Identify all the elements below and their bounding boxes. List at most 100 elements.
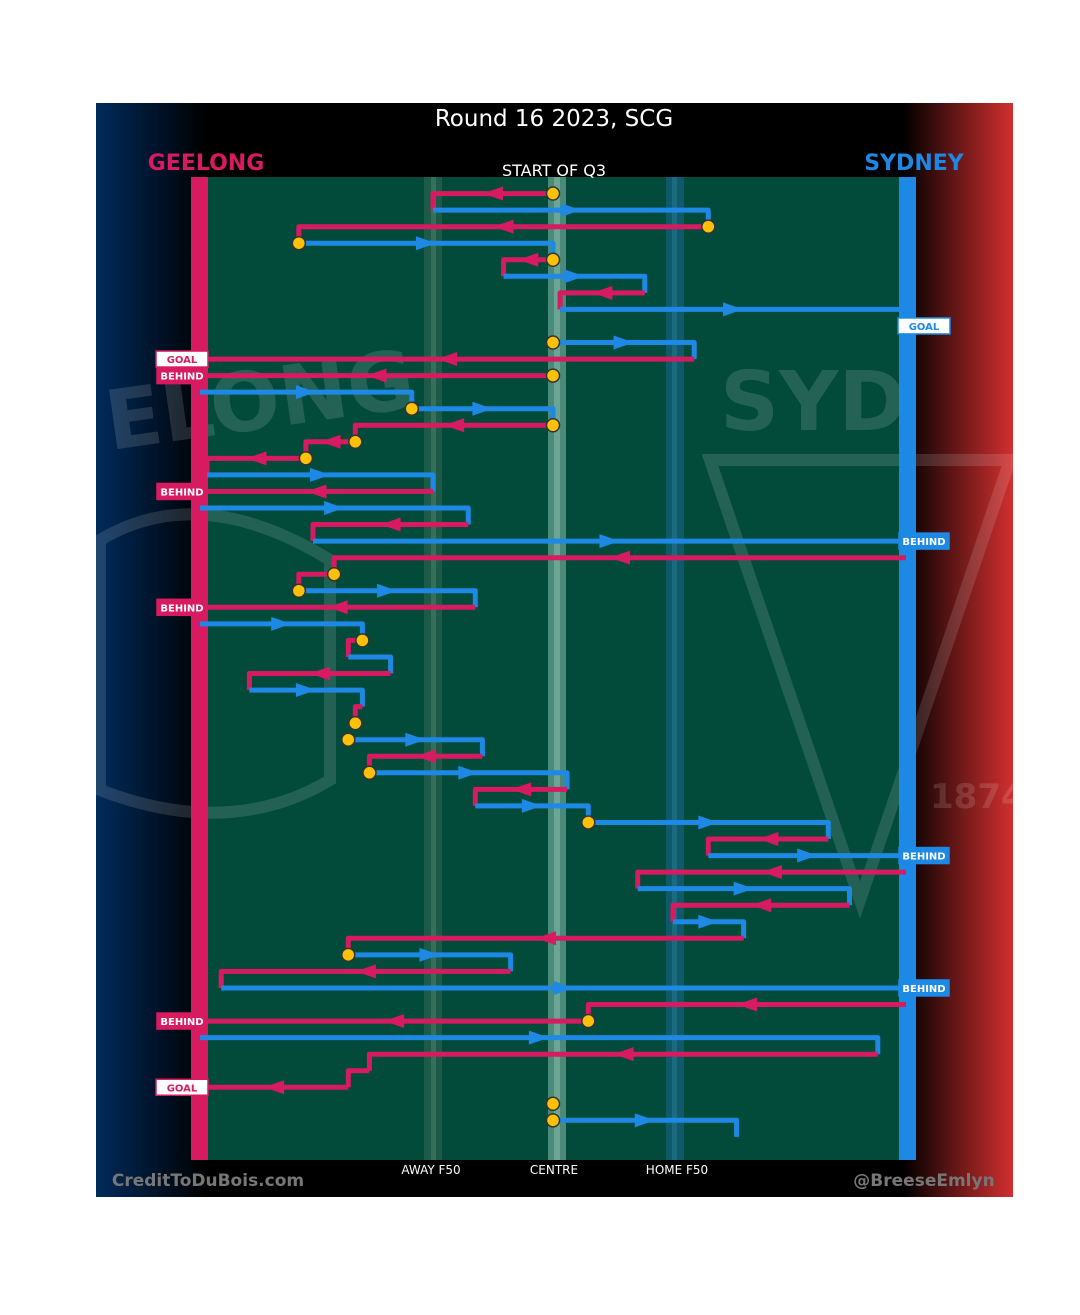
score-label-behind-5: BEHIND — [898, 532, 950, 550]
chain-arrow-10 — [437, 352, 458, 367]
stoppage-marker-1 — [545, 186, 561, 201]
chain-sydney-6 — [503, 273, 648, 293]
quarter-label: START OF Q3 — [502, 161, 606, 180]
chain-arrow-44 — [535, 931, 556, 946]
stoppage-marker-9 — [545, 418, 561, 433]
chain-sydney-43 — [673, 919, 747, 939]
stoppage-marker-12 — [326, 566, 342, 582]
stoppage-marker-19 — [341, 947, 356, 963]
chain-arrow-34 — [458, 765, 479, 780]
chain-arrow-29 — [310, 666, 331, 681]
score-label-text: GOAL — [167, 355, 198, 366]
stoppage-marker-15 — [348, 715, 363, 731]
chain-geelong-16 — [204, 455, 306, 475]
stoppage-marker-8 — [404, 401, 420, 416]
score-label-text: BEHIND — [902, 984, 945, 995]
stoppage-marker-21 — [545, 1096, 561, 1112]
chain-arrow-42 — [751, 898, 772, 913]
chain-arrow-38 — [758, 832, 779, 846]
chain-arrow-39 — [797, 848, 818, 863]
sydney-watermark: SYD — [720, 355, 907, 450]
chain-geelong-1 — [430, 191, 553, 211]
score-label-text: GOAL — [167, 1083, 198, 1094]
chain-arrow-41 — [733, 881, 754, 896]
sydney-year-watermark: 1874 — [930, 777, 1025, 817]
chain-geelong-20 — [310, 522, 469, 542]
chain-sydney-37 — [588, 820, 831, 839]
possession-chains — [200, 186, 906, 1137]
chain-arrow-40 — [761, 865, 782, 880]
chain-arrow-18 — [306, 484, 327, 499]
axis-label-centre: CENTRE — [530, 1163, 578, 1177]
chain-arrow-9 — [613, 335, 634, 350]
stoppage-marker-3 — [291, 235, 307, 251]
chain-geelong-46 — [218, 968, 511, 988]
score-label-goal-2: GOAL — [155, 350, 209, 368]
chain-arrow-13 — [472, 401, 493, 416]
chain-arrow-2 — [560, 203, 581, 218]
chain-geelong-29 — [246, 671, 391, 691]
stoppage-marker-20 — [581, 1013, 596, 1029]
chain-arrow-20 — [380, 517, 401, 532]
sydney-goal-line — [899, 177, 916, 1160]
chain-arrow-11 — [366, 368, 387, 383]
stoppage-marker-6 — [545, 335, 561, 350]
away-f50-line — [431, 177, 436, 1160]
stoppage-marker-16 — [341, 732, 356, 747]
chain-geelong-51 — [366, 1051, 878, 1071]
stoppage-marker-18 — [581, 815, 596, 830]
chain-arrow-8 — [723, 302, 744, 317]
chain-arrow-26 — [271, 616, 292, 631]
chain-sydney-45 — [348, 952, 514, 972]
chain-arrow-45 — [419, 947, 440, 962]
chain-arrow-47 — [553, 980, 574, 995]
chain-geelong-35 — [472, 786, 568, 806]
score-label-text: BEHIND — [160, 603, 203, 614]
stoppage-marker-22 — [545, 1113, 561, 1128]
stoppage-marker-14 — [355, 633, 370, 648]
chain-arrow-53 — [264, 1080, 285, 1095]
chain-arrow-4 — [415, 236, 436, 251]
chain-geelong-42 — [670, 902, 850, 922]
stoppage-marker-13 — [291, 583, 307, 598]
chain-sydney-30 — [249, 687, 365, 707]
chain-arrow-36 — [521, 798, 542, 813]
chart-title: Round 16 2023, SCG — [435, 106, 673, 132]
score-label-goal-10: GOAL — [155, 1078, 209, 1096]
sydney-emblem-shape — [701, 454, 1019, 919]
chain-arrow-43 — [698, 914, 719, 929]
stoppage-marker-10 — [348, 434, 363, 450]
geelong-goal-line — [191, 177, 208, 1160]
score-label-text: BEHIND — [902, 852, 945, 863]
chain-arrow-19 — [324, 501, 345, 515]
chain-arrow-37 — [698, 815, 719, 830]
chain-arrow-16 — [246, 451, 267, 466]
chain-arrow-21 — [599, 534, 620, 549]
chain-sydney-32 — [348, 737, 485, 757]
chain-arrow-32 — [405, 732, 426, 747]
axis-label-away-f50: AWAY F50 — [401, 1163, 460, 1177]
chain-geelong-38 — [705, 836, 829, 856]
chain-arrow-46 — [355, 964, 376, 979]
chain-arrow-12 — [295, 385, 316, 400]
score-label-behind-8: BEHIND — [898, 979, 950, 997]
score-label-goal-1: GOAL — [897, 317, 951, 335]
chain-arrow-6 — [564, 269, 585, 284]
team-geelong-label: GEELONG — [148, 151, 265, 176]
score-label-behind-9: BEHIND — [156, 1012, 208, 1030]
centre-line — [554, 177, 560, 1160]
chain-geelong-7 — [557, 290, 645, 310]
score-label-behind-3: BEHIND — [156, 366, 208, 385]
chain-sydney-28 — [348, 654, 394, 674]
chain-arrow-24 — [377, 583, 398, 598]
watermarks: ELONG SYD 1874 — [94, 332, 1025, 919]
chain-arrow-25 — [327, 600, 348, 615]
home-f50-line — [672, 177, 677, 1160]
chain-arrow-51 — [613, 1047, 634, 1062]
chain-geelong-52 — [345, 1068, 370, 1088]
credit-left: CreditToDuBois.com — [112, 1171, 304, 1191]
axis-label-home-f50: HOME F50 — [646, 1163, 708, 1177]
chain-arrow-3 — [493, 219, 514, 234]
chain-arrow-54 — [634, 1113, 655, 1128]
